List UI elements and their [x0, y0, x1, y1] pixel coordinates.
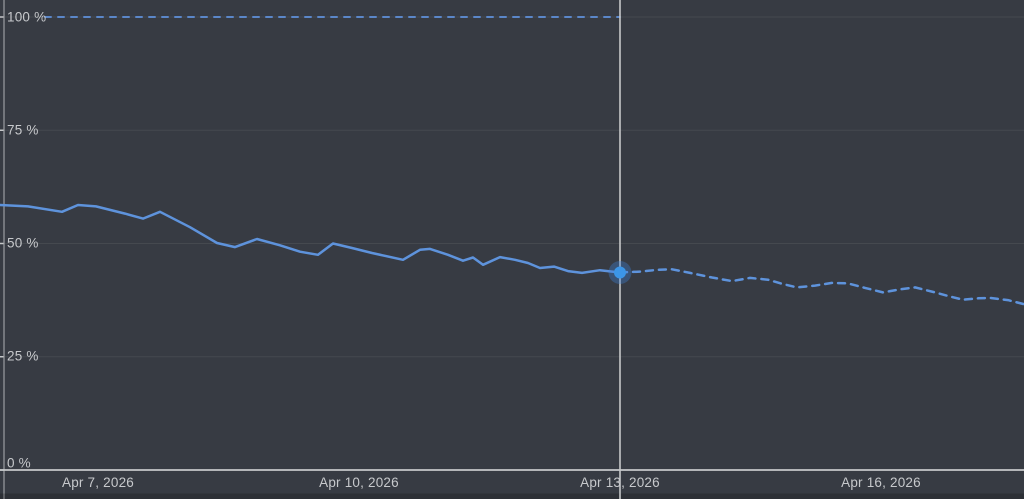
series-actual — [0, 203, 622, 275]
x-axis-label-apr7: Apr 7, 2026 — [61, 475, 135, 490]
series-forecast — [618, 268, 1024, 306]
y-axis-label-25: 25 % — [7, 348, 39, 364]
now-marker-dot[interactable] — [614, 266, 626, 279]
y-axis-label-0: 0 % — [7, 455, 31, 471]
x-axis-label-apr10: Apr 10, 2026 — [319, 475, 399, 490]
x-axis-label-apr16: Apr 16, 2026 — [841, 475, 921, 490]
y-axis-label-100: 100 % — [7, 9, 47, 25]
y-axis-label-50: 50 % — [7, 235, 39, 251]
y-axis-label-75: 75 % — [7, 122, 39, 138]
x-axis-label-apr13: Apr 13, 2026 — [580, 475, 660, 490]
bottom-edge-strip — [0, 493, 1024, 499]
